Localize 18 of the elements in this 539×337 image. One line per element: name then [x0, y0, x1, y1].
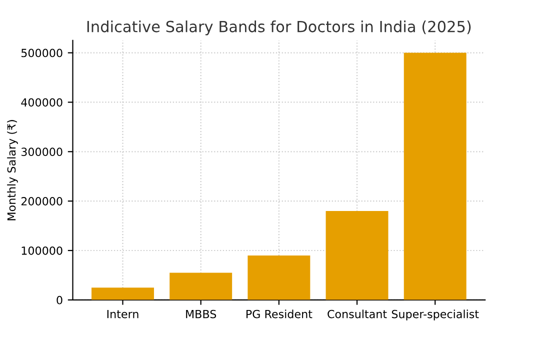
chart-title: Indicative Salary Bands for Doctors in India (2025) — [87, 20, 471, 36]
y-tick-label: 300000 — [21, 148, 62, 156]
bar — [326, 210, 388, 300]
y-tick-label: 400000 — [21, 98, 62, 107]
y-tick-label: 200000 — [21, 197, 62, 206]
x-tick-label: MBBS — [186, 310, 216, 318]
x-tick-label: Super-specialist — [392, 310, 479, 320]
y-tick-label: 100000 — [22, 246, 62, 255]
x-tick-label: Consultant — [328, 310, 387, 318]
y-tick-label: 0 — [56, 296, 62, 304]
bar — [170, 272, 232, 300]
y-axis-title: Monthly Salary (₹) — [7, 120, 18, 220]
bar — [404, 52, 466, 300]
y-tick-label: 500000 — [21, 48, 62, 58]
x-tick-label: PG Resident — [246, 310, 312, 318]
bar — [92, 288, 154, 300]
bar — [248, 255, 310, 300]
x-tick-label: Intern — [107, 310, 138, 318]
